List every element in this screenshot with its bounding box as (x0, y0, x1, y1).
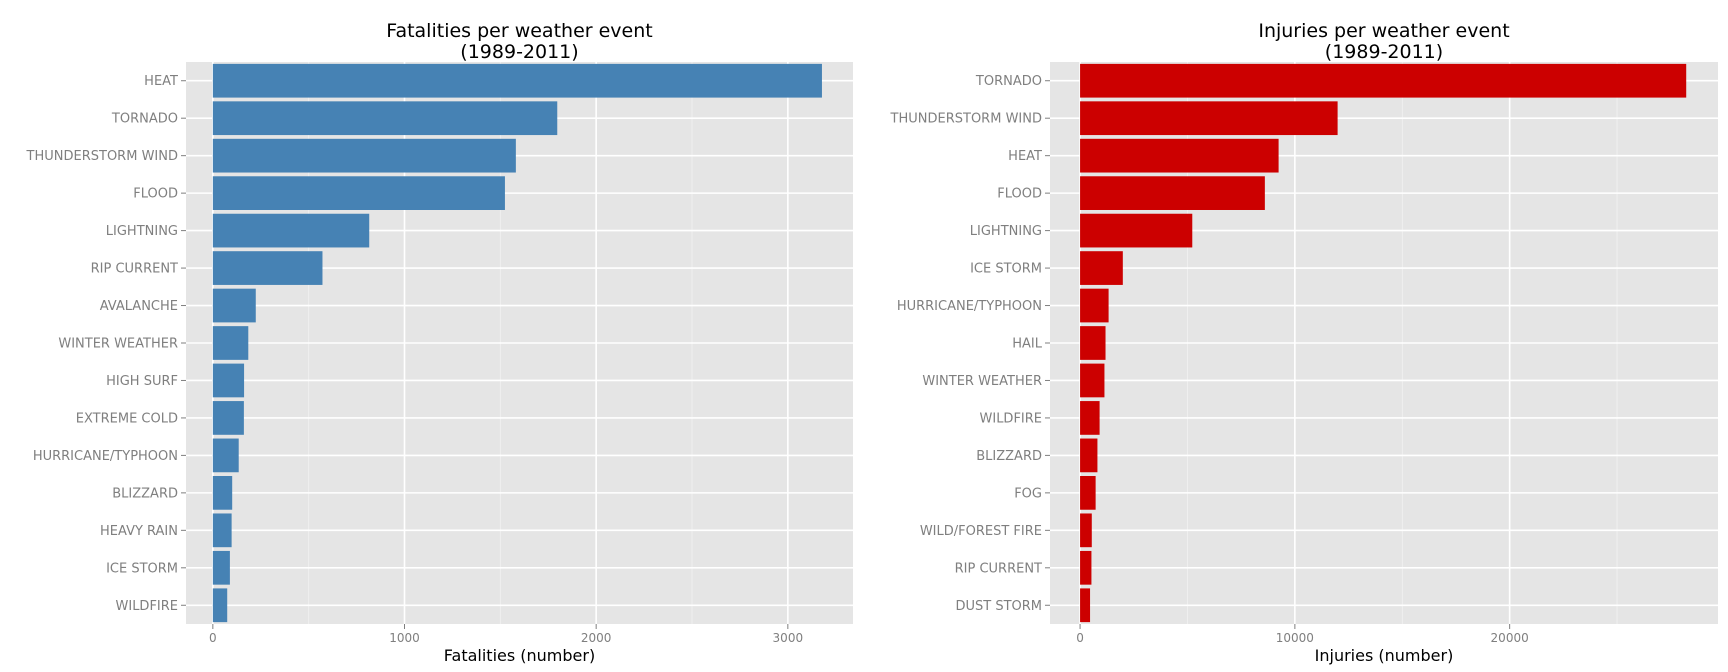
category-label: HIGH SURF (106, 374, 178, 389)
category-label: FOG (1014, 486, 1042, 501)
category-label: AVALANCHE (100, 299, 178, 314)
x-tick-label: 3000 (773, 631, 804, 645)
bar-high-surf (212, 363, 245, 398)
bar-hurricane-typhoon (212, 438, 239, 473)
category-label: TORNADO (111, 112, 178, 127)
bar-tornado (212, 101, 558, 136)
bar-hurricane-typhoon (1080, 288, 1109, 323)
fatalities-chart-svg: HEAT TORNADO THUNDERSTORM WIND FLOOD LIGHTNI… (26, 20, 853, 665)
bar-wildfire (1080, 401, 1100, 435)
bar-winter-weather (212, 326, 249, 360)
bar-thunderstorm-wind (1080, 101, 1338, 136)
category-label: HURRICANE/TYPHOON (33, 449, 178, 464)
bar-ice-storm (212, 550, 230, 585)
bar-lightning (1080, 213, 1193, 248)
category-label: ICE STORM (106, 561, 178, 576)
chart-title: Fatalities per weather event (386, 20, 652, 42)
category-label: THUNDERSTORM WIND (26, 149, 178, 164)
category-label: WILD/FOREST FIRE (920, 524, 1042, 539)
category-label: HEAT (144, 74, 178, 89)
chart-subtitle: (1989-2011) (1325, 41, 1443, 63)
bar-heat (212, 63, 822, 98)
category-label: LIGHTNING (970, 224, 1042, 239)
category-label: WINTER WEATHER (58, 337, 178, 352)
chart-subtitle: (1989-2011) (460, 41, 578, 63)
category-label: WILDFIRE (980, 411, 1043, 426)
category-label: HEAT (1008, 149, 1042, 164)
category-label: FLOOD (997, 187, 1042, 202)
x-tick-label: 0 (1076, 631, 1084, 645)
injuries-chart-svg: TORNADO THUNDERSTORM WIND HEAT FLOOD LIGHTNI… (890, 20, 1718, 665)
x-axis-label: Fatalities (number) (444, 646, 595, 665)
bar-thunderstorm-wind (212, 138, 516, 173)
category-label: FLOOD (133, 187, 178, 202)
category-label: EXTREME COLD (76, 411, 178, 426)
bar-extreme-cold (212, 401, 244, 435)
category-label: DUST STORM (955, 599, 1042, 614)
bar-blizzard (1080, 438, 1098, 473)
category-label: TORNADO (975, 74, 1042, 89)
category-label: BLIZZARD (976, 449, 1042, 464)
category-label: WINTER WEATHER (922, 374, 1042, 389)
bar-flood (1080, 176, 1265, 210)
category-label: THUNDERSTORM WIND (890, 112, 1042, 127)
chart-title: Injuries per weather event (1258, 20, 1509, 42)
bar-rip-current (212, 251, 323, 285)
category-label: WILDFIRE (116, 599, 179, 614)
bar-heavy-rain (212, 513, 232, 548)
x-tick-label: 20000 (1491, 631, 1529, 645)
bar-ice-storm (1080, 251, 1123, 285)
bar-avalanche (212, 288, 256, 323)
bar-hail (1080, 326, 1106, 360)
x-tick-label: 10000 (1276, 631, 1314, 645)
fatalities-chart: HEAT TORNADO THUNDERSTORM WIND FLOOD LIGHTNI… (26, 20, 853, 665)
bar-fog (1080, 476, 1096, 510)
category-label: HEAVY RAIN (100, 524, 178, 539)
bar-lightning (212, 213, 370, 248)
category-label: ICE STORM (970, 262, 1042, 277)
injuries-chart: TORNADO THUNDERSTORM WIND HEAT FLOOD LIGHTNI… (864, 0, 1728, 672)
bar-rip-current (1080, 550, 1092, 585)
x-tick-label: 0 (209, 631, 217, 645)
category-label: RIP CURRENT (955, 561, 1042, 576)
x-axis-label: Injuries (number) (1315, 646, 1454, 665)
bar-wild-forest-fire (1080, 513, 1092, 548)
category-label: RIP CURRENT (91, 262, 178, 277)
bar-wildfire (212, 588, 228, 623)
bar-dust-storm (1080, 588, 1091, 623)
category-label: HURRICANE/TYPHOON (897, 299, 1042, 314)
bar-tornado (1080, 63, 1687, 98)
bar-flood (212, 176, 505, 210)
bar-heat (1080, 138, 1279, 173)
category-label: HAIL (1012, 337, 1043, 352)
bar-blizzard (212, 476, 233, 510)
category-label: LIGHTNING (106, 224, 178, 239)
x-tick-label: 1000 (389, 631, 420, 645)
bar-winter-weather (1080, 363, 1105, 398)
x-tick-label: 2000 (581, 631, 612, 645)
category-label: BLIZZARD (112, 486, 178, 501)
